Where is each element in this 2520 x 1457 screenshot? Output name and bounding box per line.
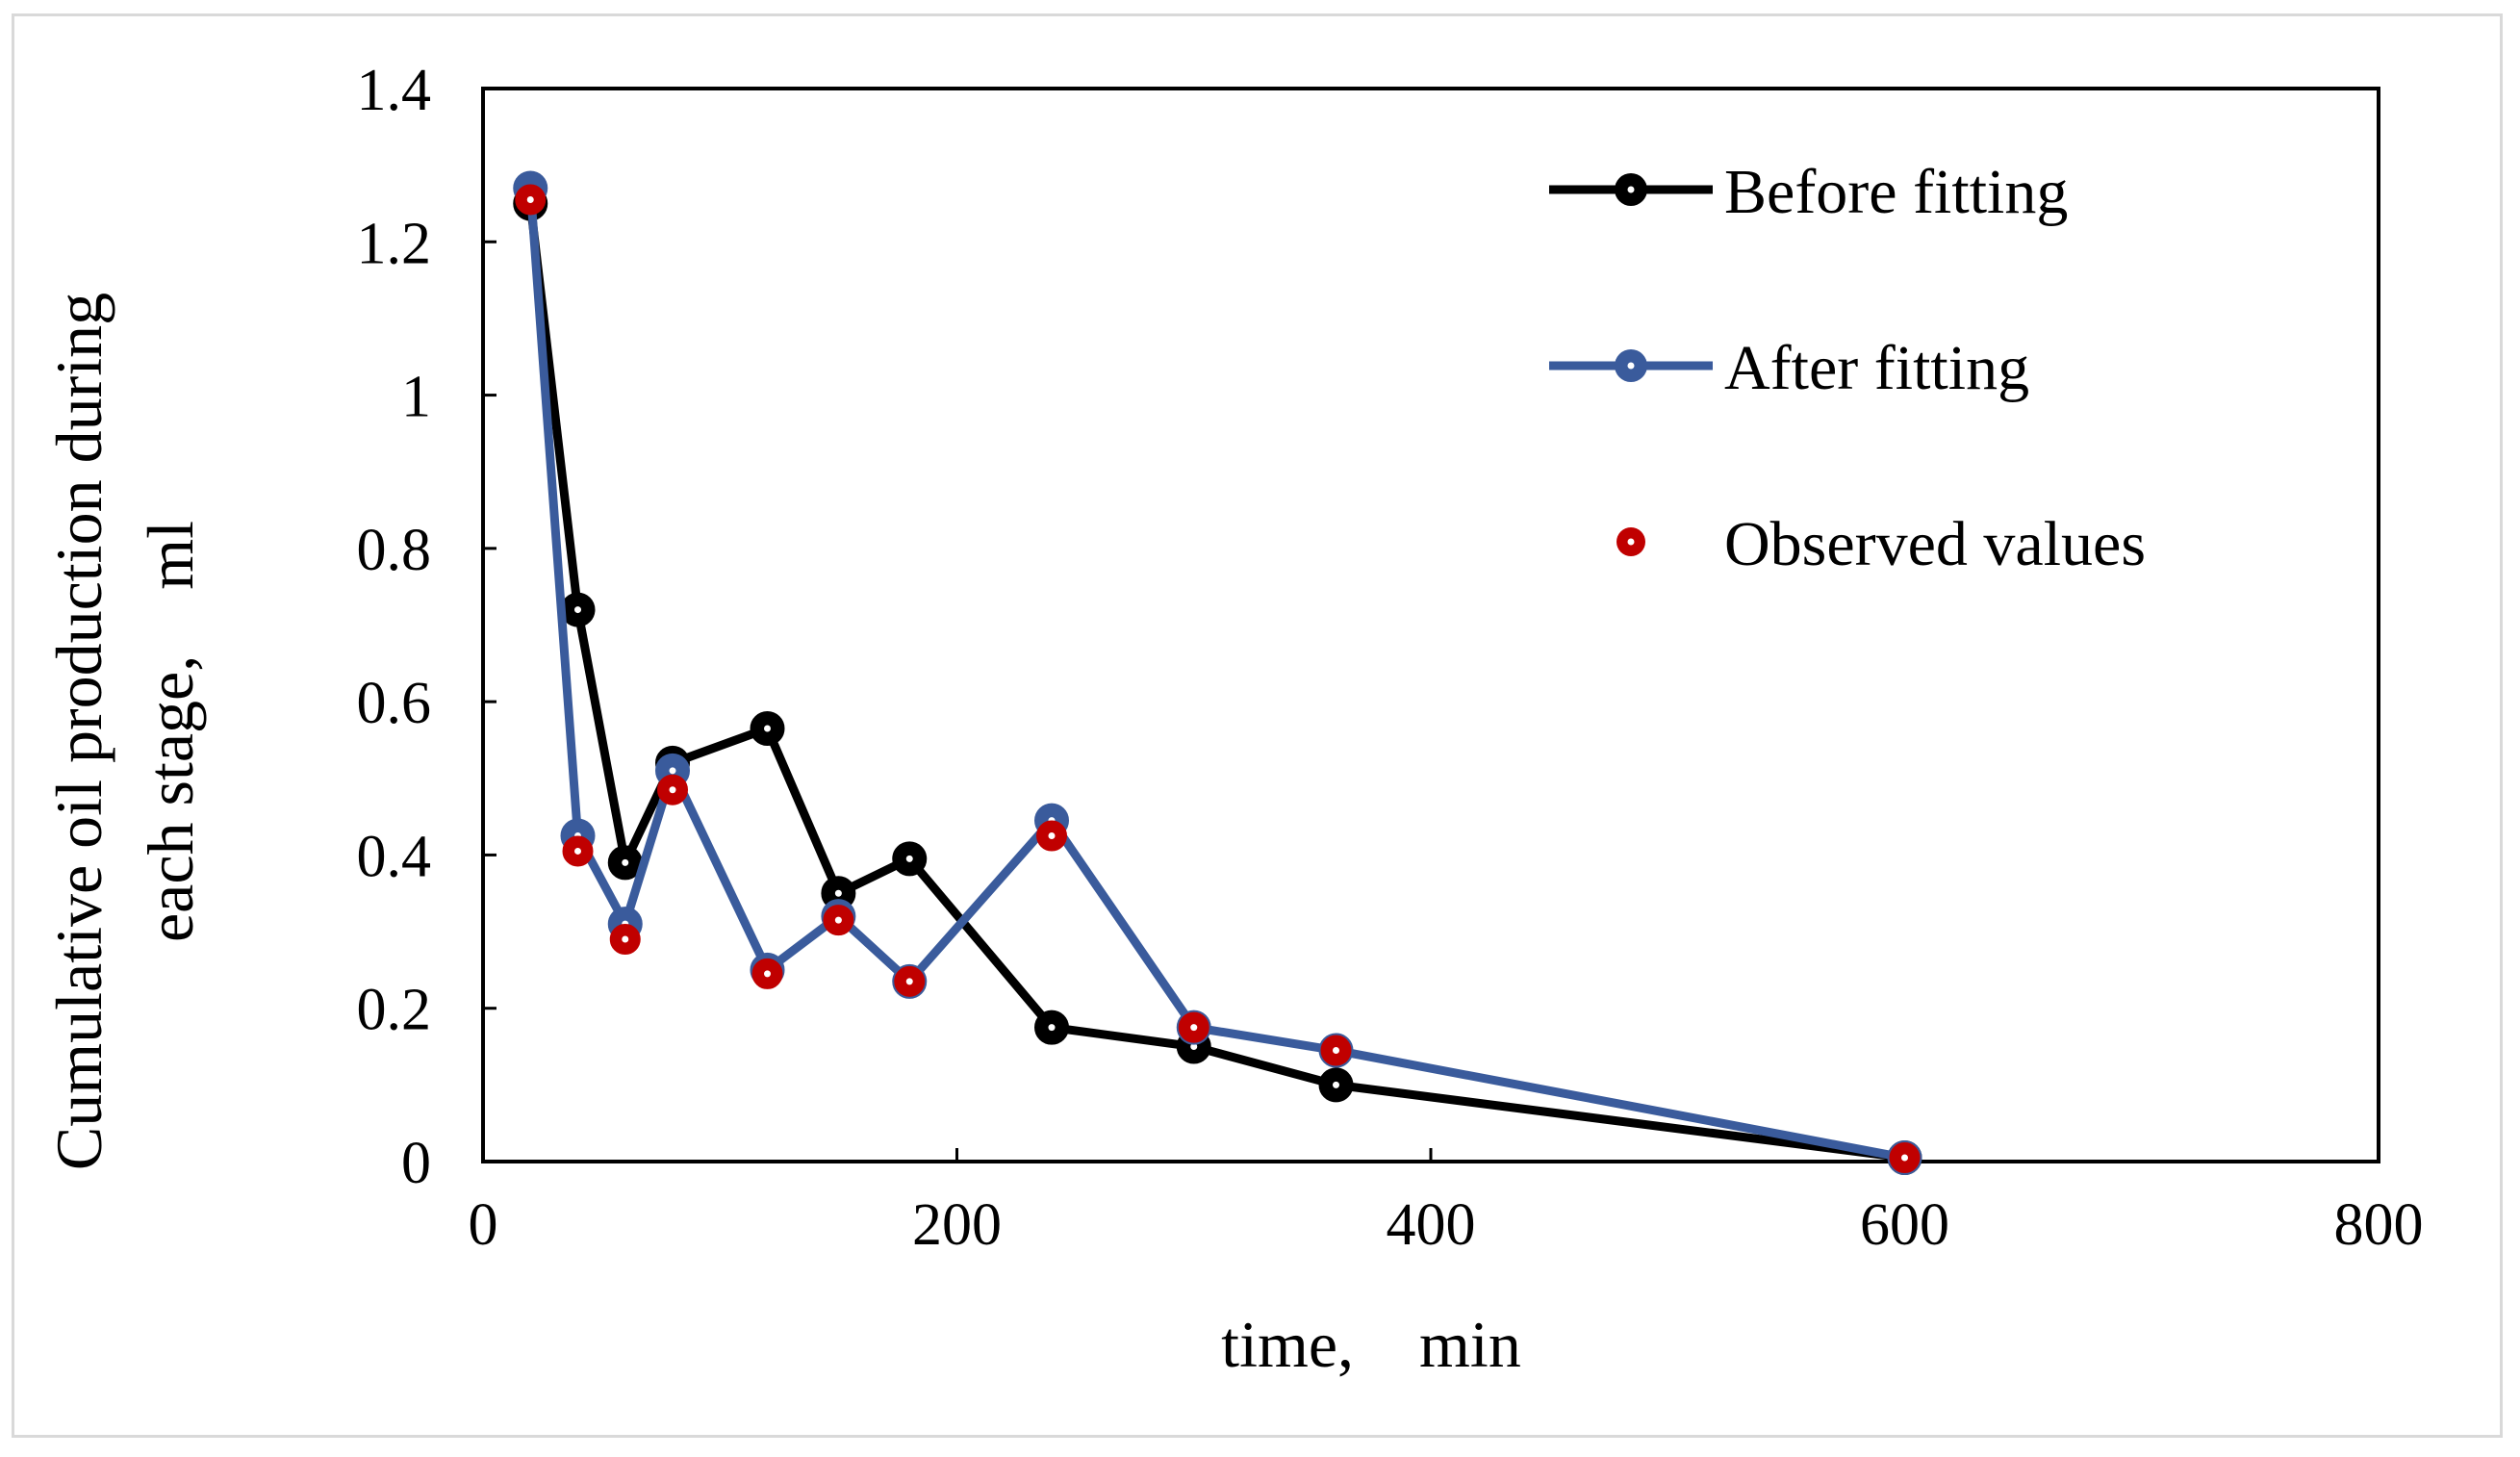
- data-point-center: [1190, 1043, 1198, 1051]
- data-point-center: [1333, 1081, 1339, 1088]
- data-point-center: [1190, 1024, 1198, 1032]
- chart-frame: [12, 13, 2503, 1438]
- series-layer: [513, 170, 1922, 1176]
- data-point-center: [905, 978, 913, 985]
- data-point-center: [574, 847, 581, 855]
- data-point-center: [669, 767, 676, 775]
- data-point-center: [669, 786, 676, 794]
- x-tick-label: 400: [1387, 1192, 1476, 1258]
- x-tick-label: 800: [2334, 1192, 2424, 1258]
- legend-label: Observed values: [1724, 509, 2146, 579]
- legend-label: After fitting: [1724, 333, 2029, 403]
- legend-item-observed-values: Observed values: [1616, 509, 2146, 579]
- y-axis-title-line-1: Cumulative oil production during: [42, 293, 115, 1170]
- data-point-center: [622, 935, 629, 943]
- data-point-center: [764, 970, 771, 978]
- y-axis-title-line-2: each stage, ml: [134, 521, 207, 942]
- series-before-fitting: [513, 186, 1922, 1176]
- data-point-center: [834, 889, 842, 897]
- y-axis: 0 0.2 0.4 0.6 0.8 1 1.2 1.4: [357, 58, 496, 1196]
- legend-item-before-fitting: Before fitting: [1549, 157, 2068, 227]
- y-tick-label: 1.4: [357, 58, 432, 123]
- data-point-center: [622, 858, 629, 866]
- data-point-center: [1048, 1024, 1056, 1032]
- y-tick-label: 0: [401, 1131, 431, 1196]
- x-axis-title: time, min: [1221, 1308, 1521, 1381]
- x-axis: 0 200 400 600 800: [469, 1148, 2424, 1258]
- y-tick-label: 0.2: [357, 978, 432, 1043]
- data-point-center: [574, 606, 581, 614]
- data-point-center: [1048, 832, 1056, 840]
- y-tick-label: 0.6: [357, 671, 432, 736]
- y-tick-label: 1: [401, 365, 431, 430]
- x-tick-label: 0: [469, 1192, 498, 1258]
- legend-marker-center: [1627, 362, 1635, 370]
- data-point-center: [905, 855, 913, 862]
- x-tick-label: 600: [1860, 1192, 1949, 1258]
- y-tick-label: 0.8: [357, 518, 432, 583]
- legend-label: Before fitting: [1724, 157, 2068, 227]
- data-point-center: [526, 195, 534, 203]
- series-after-fitting: [513, 170, 1922, 1176]
- series-line: [525, 202, 1906, 1163]
- x-tick-label: 200: [912, 1192, 1002, 1258]
- plot-area: [481, 87, 2380, 1163]
- data-point-center: [764, 725, 771, 732]
- legend: Before fitting After fitting Observed valu…: [1549, 157, 2146, 579]
- series-line: [525, 188, 1906, 1163]
- data-point-center: [1333, 1047, 1339, 1055]
- data-point-center: [1901, 1154, 1908, 1162]
- data-point-center: [834, 916, 842, 924]
- legend-marker-center: [1627, 538, 1635, 546]
- legend-marker-center: [1627, 186, 1635, 193]
- y-tick-label: 1.2: [357, 211, 432, 276]
- series-observed-values: [515, 184, 1921, 1174]
- y-tick-label: 0.4: [357, 824, 432, 889]
- legend-item-after-fitting: After fitting: [1549, 333, 2029, 403]
